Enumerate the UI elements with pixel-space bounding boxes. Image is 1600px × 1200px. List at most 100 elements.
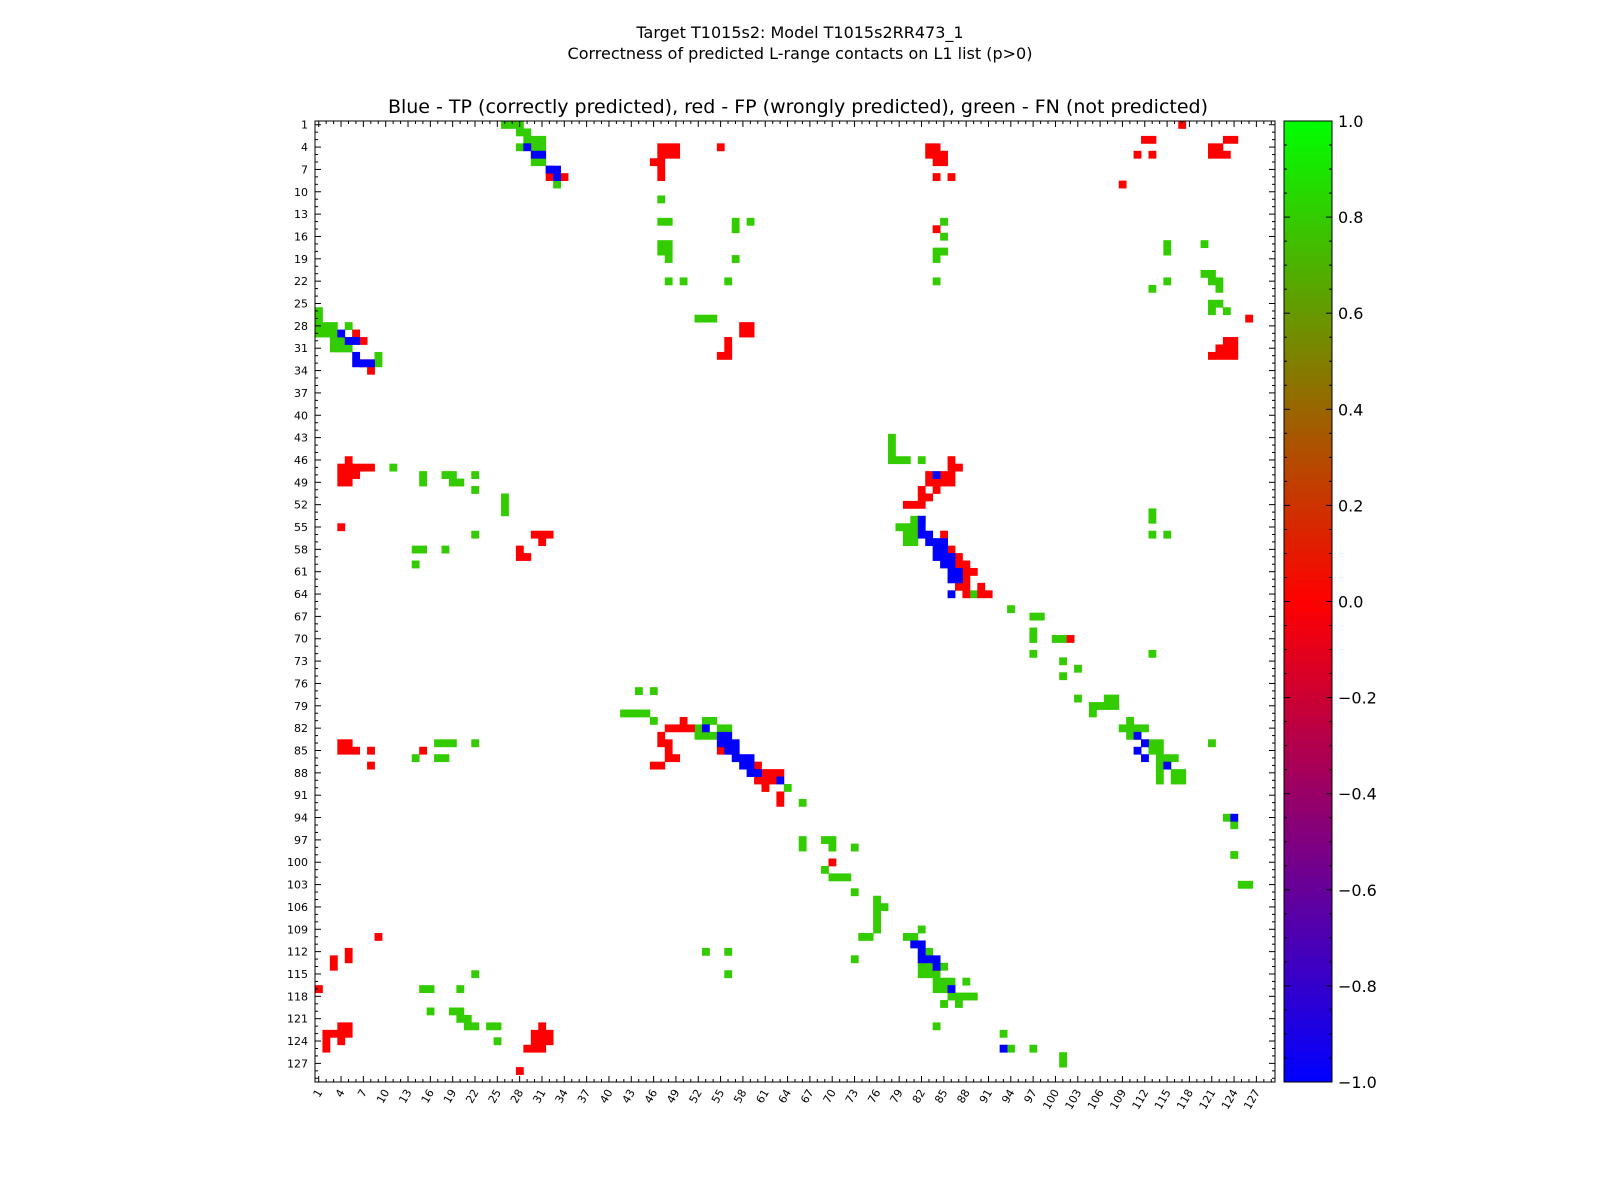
contact-cell-fp <box>947 173 956 181</box>
contact-cell-tp <box>746 754 755 763</box>
x-tick-label: 118 <box>1174 1087 1196 1112</box>
y-tick-label: 103 <box>287 879 308 892</box>
contact-cell-fp <box>352 746 361 755</box>
contact-cell-fn <box>1007 605 1015 614</box>
contact-cell-fn <box>940 977 948 986</box>
contact-cell-fn <box>463 1022 472 1031</box>
contact-cell-fn <box>1155 776 1164 785</box>
contact-cell-fp <box>932 173 941 181</box>
contact-cell-fp <box>1118 180 1127 189</box>
contact-cell-tp <box>1163 761 1172 770</box>
contact-cell-tp <box>746 769 755 777</box>
contact-cell-fn <box>1029 612 1038 621</box>
contact-cell-fp <box>515 1067 524 1075</box>
contact-cell-fp <box>962 590 971 599</box>
x-tick-label: 91 <box>977 1087 995 1106</box>
contact-cell-tp <box>947 560 956 569</box>
x-tick-label: 94 <box>999 1087 1017 1106</box>
contact-cell-fn <box>679 277 688 286</box>
contact-cell-fn <box>888 433 896 442</box>
contact-cell-fn <box>873 895 881 904</box>
contact-cell-fn <box>902 456 911 465</box>
chart-title-line-2: Correctness of predicted L-range contact… <box>568 44 1033 63</box>
contact-cell-fn <box>471 739 480 748</box>
contact-cell-fn <box>515 128 524 137</box>
contact-cell-fn <box>448 471 457 479</box>
contact-cells <box>315 121 1254 1075</box>
contact-cell-fn <box>932 970 941 979</box>
contact-cell-fp <box>716 351 725 360</box>
contact-cell-tp <box>545 165 554 174</box>
contact-cell-fn <box>501 508 509 517</box>
contact-cell-fn <box>448 478 457 487</box>
contact-cell-fp <box>337 478 346 487</box>
x-tick-label: 31 <box>530 1087 548 1106</box>
contact-cell-fp <box>657 731 666 740</box>
contact-cell-fn <box>337 337 346 345</box>
contact-cell-tp <box>367 359 375 368</box>
y-tick-label: 37 <box>294 387 308 400</box>
contact-cell-fp <box>1215 143 1224 152</box>
y-tick-label: 91 <box>294 789 308 802</box>
contact-cell-fp <box>955 582 963 591</box>
contact-cell-fp <box>917 486 926 494</box>
contact-cell-fn <box>798 798 807 807</box>
contact-cell-fn <box>1148 649 1157 658</box>
contact-cell-fn <box>1059 1059 1068 1068</box>
contact-cell-fn <box>426 985 435 994</box>
contact-cell-tp <box>940 538 948 547</box>
contact-cell-fp <box>672 724 681 733</box>
contact-cell-fp <box>344 463 353 472</box>
x-tick-label: 37 <box>575 1087 593 1106</box>
y-tick-label: 61 <box>294 566 308 579</box>
contact-cell-fn <box>515 143 524 152</box>
contact-cell-fn <box>471 471 480 479</box>
contact-cell-fn <box>873 925 881 934</box>
contact-cell-fn <box>888 448 896 457</box>
contact-cell-fn <box>419 478 428 487</box>
contact-cell-fn <box>635 687 643 696</box>
contact-cell-fn <box>1103 702 1112 710</box>
colorbar-label: −0.8 <box>1338 977 1377 996</box>
contact-cell-fn <box>724 277 733 286</box>
contact-cell-fn <box>925 962 934 971</box>
contact-cell-fp <box>962 567 971 576</box>
y-tick-label: 100 <box>287 856 308 869</box>
contact-cell-fp <box>315 985 323 994</box>
contact-cell-fp <box>1148 135 1157 144</box>
contact-cell-fn <box>538 135 547 144</box>
x-tick-label: 28 <box>508 1087 526 1106</box>
contact-cell-fn <box>419 985 428 994</box>
contact-cell-fp <box>359 463 368 472</box>
contact-cell-fp <box>649 761 658 770</box>
contact-cell-tp <box>1133 731 1142 740</box>
contact-cell-fn <box>1059 635 1068 643</box>
contact-cell-fn <box>1208 277 1216 286</box>
x-tick-label: 1 <box>311 1087 326 1100</box>
contact-cell-fn <box>1215 299 1224 308</box>
y-tick-label: 1 <box>301 119 308 132</box>
contact-cell-fn <box>538 143 547 152</box>
contact-cell-tp <box>716 739 725 748</box>
contact-cell-fp <box>761 776 770 785</box>
contact-cell-fp <box>337 471 346 479</box>
contact-cell-tp <box>940 560 948 569</box>
x-tick-label: 73 <box>843 1087 861 1106</box>
contact-cell-fp <box>1066 635 1075 643</box>
contact-cell-fn <box>1230 851 1239 859</box>
x-tick-label: 49 <box>664 1087 682 1106</box>
contact-cell-fp <box>352 329 361 338</box>
contact-cell-tp <box>352 351 361 360</box>
contact-cell-fn <box>873 903 881 912</box>
contact-cell-fn <box>1155 769 1164 777</box>
contact-cell-fp <box>1208 351 1216 360</box>
contact-cell-fp <box>925 150 934 159</box>
contact-cell-fp <box>1222 135 1231 144</box>
contact-cell-fp <box>1230 351 1239 360</box>
contact-cell-tp <box>716 731 725 740</box>
contact-cell-fp <box>1230 344 1239 353</box>
contact-cell-fp <box>940 150 948 159</box>
contact-cell-tp <box>925 530 934 539</box>
contact-cell-fn <box>315 329 323 338</box>
contact-cell-tp <box>910 940 919 949</box>
